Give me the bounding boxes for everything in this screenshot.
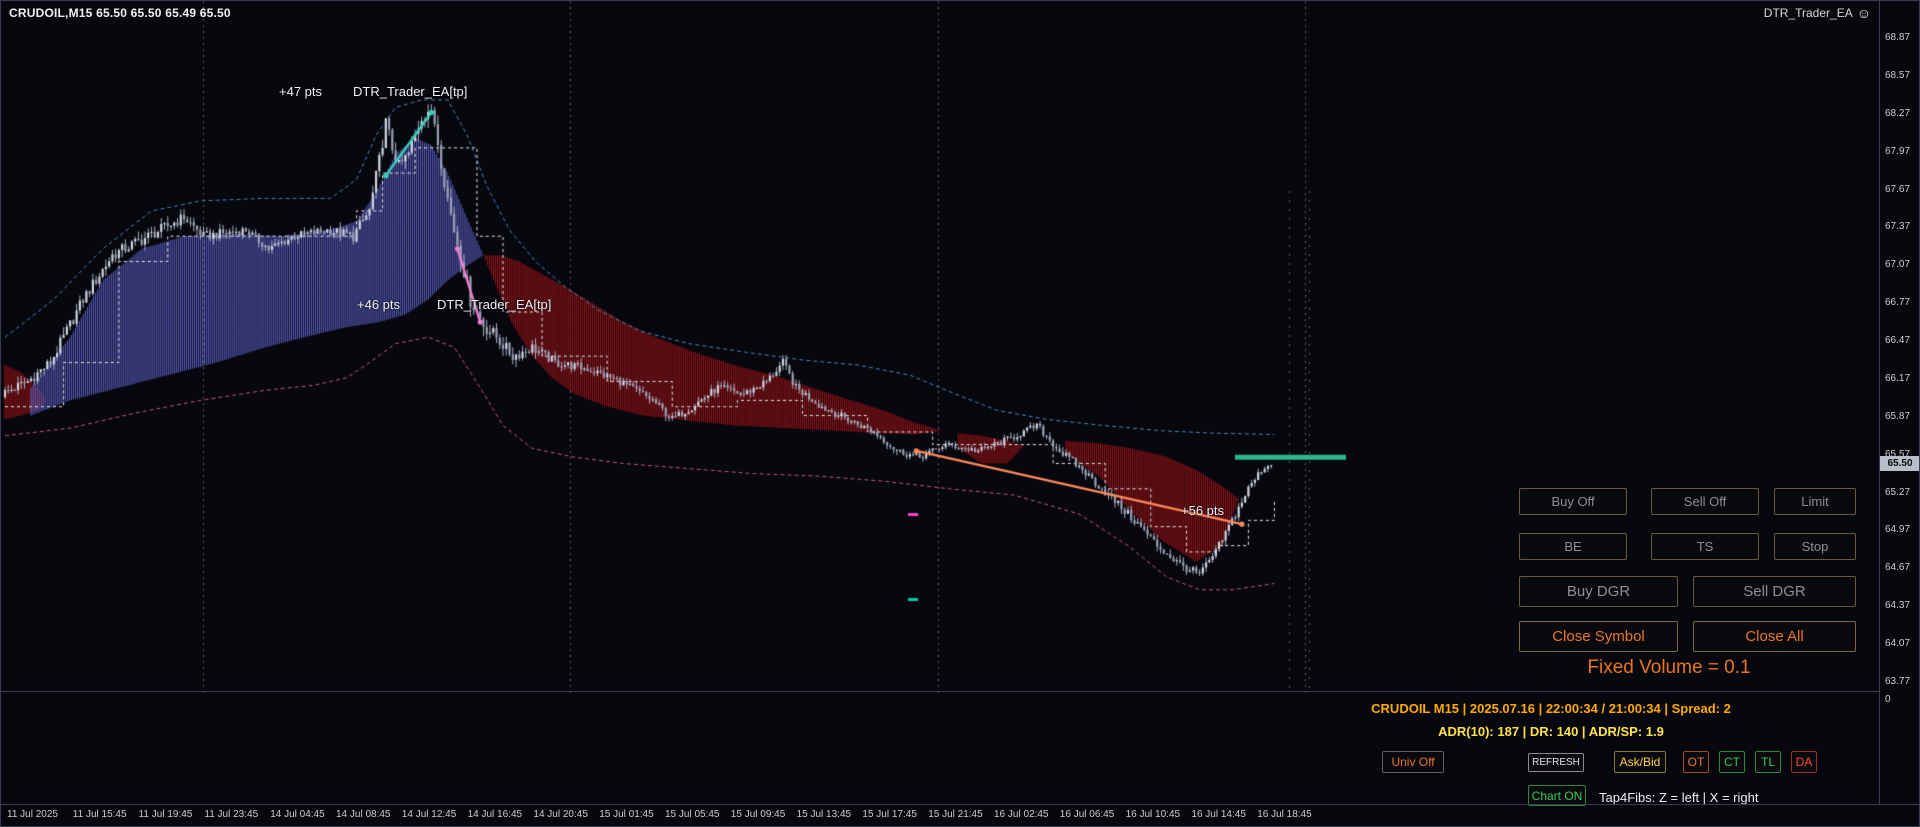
price-axis-label: 63.77 — [1885, 675, 1911, 687]
buy-off-button[interactable]: Buy Off — [1519, 488, 1627, 515]
time-axis-label: 16 Jul 10:45 — [1125, 809, 1181, 820]
price-axis-label: 65.27 — [1885, 486, 1911, 498]
subwindow-zero-label: 0 — [1885, 694, 1891, 705]
tap4fibs-hint-label: Tap4Fibs: Z = left | X = right — [1599, 790, 1759, 805]
time-axis-label: 16 Jul 18:45 — [1257, 809, 1312, 820]
price-axis-label: 68.57 — [1885, 69, 1911, 81]
close-symbol-button[interactable]: Close Symbol — [1519, 621, 1678, 652]
trade-annotation: DTR_Trader_EA[tp] — [437, 297, 552, 312]
price-axis-label: 67.67 — [1885, 183, 1911, 195]
time-axis-label: 14 Jul 04:45 — [270, 809, 325, 820]
time-axis-label: 15 Jul 13:45 — [796, 809, 852, 820]
price-axis-label: 67.07 — [1885, 259, 1911, 271]
symbol-status-line: CRUDOIL M15 | 2025.07.16 | 22:00:34 / 21… — [1371, 701, 1731, 716]
close-all-button[interactable]: Close All — [1693, 621, 1856, 652]
price-axis-label: 66.77 — [1885, 297, 1911, 309]
price-axis-label: 68.27 — [1885, 107, 1911, 119]
trade-annotation: +56 pts — [1181, 503, 1225, 518]
refresh-button[interactable]: REFRESH — [1528, 753, 1584, 772]
price-axis-label: 64.97 — [1885, 524, 1911, 536]
time-axis-label: 14 Jul 08:45 — [336, 809, 391, 820]
univ-off-button[interactable]: Univ Off — [1382, 751, 1444, 773]
price-axis[interactable]: 68.87 68.57 68.27 67.97 67.67 67.37 67.07 66.77… — [1879, 1, 1919, 804]
time-axis-label: 15 Jul 05:45 — [665, 809, 720, 820]
buy-dgr-button[interactable]: Buy DGR — [1519, 576, 1678, 607]
ea-name: DTR_Trader_EA — [1763, 6, 1853, 20]
time-axis-label: 14 Jul 12:45 — [401, 809, 457, 820]
time-axis-label: 15 Jul 09:45 — [730, 809, 786, 820]
da-button[interactable]: DA — [1791, 751, 1817, 773]
price-axis-label: 65.57 — [1885, 448, 1911, 460]
limit-button[interactable]: Limit — [1774, 488, 1856, 515]
price-axis-label: 67.37 — [1885, 221, 1911, 233]
price-axis-label: 64.07 — [1885, 638, 1911, 650]
time-axis-label: 11 Jul 19:45 — [138, 809, 193, 820]
trade-annotation: +46 pts — [357, 297, 401, 312]
time-axis-label: 16 Jul 14:45 — [1191, 809, 1246, 820]
ot-button[interactable]: OT — [1683, 751, 1709, 773]
fixed-volume-label: Fixed Volume = 0.1 — [1587, 657, 1751, 678]
time-axis-label: 11 Jul 2025 — [7, 809, 58, 820]
trade-annotation: +47 pts — [279, 84, 323, 99]
price-axis-label: 64.67 — [1885, 562, 1911, 574]
subwindow-separator[interactable] — [1, 691, 1879, 692]
ask-bid-button[interactable]: Ask/Bid — [1614, 751, 1666, 773]
price-axis-label: 67.97 — [1885, 145, 1911, 157]
time-axis-label: 11 Jul 15:45 — [72, 809, 127, 820]
sell-off-button[interactable]: Sell Off — [1651, 488, 1759, 515]
price-axis-label: 66.47 — [1885, 335, 1911, 347]
chart-on-button[interactable]: Chart ON — [1528, 785, 1586, 806]
breakeven-button[interactable]: BE — [1519, 533, 1627, 560]
adr-status-line: ADR(10): 187 | DR: 140 | ADR/SP: 1.9 — [1438, 724, 1664, 739]
time-axis-label: 16 Jul 06:45 — [1059, 809, 1115, 820]
time-axis-label: 14 Jul 20:45 — [533, 809, 588, 820]
ct-button[interactable]: CT — [1719, 751, 1745, 773]
time-axis-label: 14 Jul 16:45 — [467, 809, 523, 820]
ea-status-label: DTR_Trader_EA ☺ — [1764, 5, 1871, 21]
price-axis-label: 64.37 — [1885, 600, 1911, 612]
sell-dgr-button[interactable]: Sell DGR — [1693, 576, 1856, 607]
time-axis-label: 15 Jul 21:45 — [928, 809, 983, 820]
price-axis-label: 68.87 — [1885, 32, 1911, 43]
ea-smiley-icon[interactable]: ☺ — [1856, 5, 1871, 21]
price-axis-label: 65.87 — [1885, 410, 1911, 422]
trailing-stop-button[interactable]: TS — [1651, 533, 1759, 560]
tl-button[interactable]: TL — [1755, 751, 1781, 773]
stop-button[interactable]: Stop — [1774, 533, 1856, 560]
chart-title-ohlc: CRUDOIL,M15 65.50 65.50 65.49 65.50 — [9, 6, 231, 20]
time-axis-label: 11 Jul 23:45 — [204, 809, 259, 820]
price-axis-label: 66.17 — [1885, 372, 1911, 384]
time-axis-label: 15 Jul 17:45 — [862, 809, 917, 820]
time-axis[interactable]: 11 Jul 2025 11 Jul 15:45 11 Jul 19:45 11 Ju… — [1, 804, 1919, 826]
time-axis-label: 16 Jul 02:45 — [994, 809, 1049, 820]
time-axis-label: 15 Jul 01:45 — [599, 809, 654, 820]
trade-annotation: DTR_Trader_EA[tp] — [353, 84, 468, 99]
current-price-badge: 65.50 — [1880, 455, 1919, 471]
